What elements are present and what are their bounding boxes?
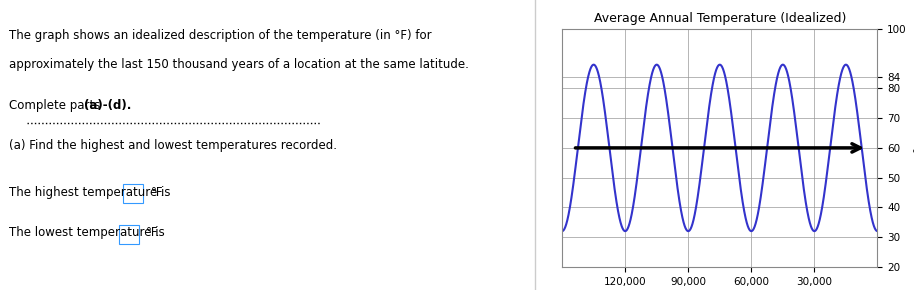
Text: Complete parts: Complete parts: [9, 99, 104, 112]
Text: °F.: °F.: [146, 226, 161, 239]
Text: (a) Find the highest and lowest temperatures recorded.: (a) Find the highest and lowest temperat…: [9, 139, 337, 152]
Text: The graph shows an idealized description of the temperature (in °F) for: The graph shows an idealized description…: [9, 29, 431, 42]
Text: °F.: °F.: [151, 186, 165, 199]
Text: (a)-(d).: (a)-(d).: [84, 99, 132, 112]
Text: approximately the last 150 thousand years of a location at the same latitude.: approximately the last 150 thousand year…: [9, 58, 469, 71]
Title: Average Annual Temperature (Idealized): Average Annual Temperature (Idealized): [593, 12, 846, 25]
Text: The highest temperature is: The highest temperature is: [9, 186, 175, 199]
Text: The lowest temperature is: The lowest temperature is: [9, 226, 169, 239]
Y-axis label: °F: °F: [911, 148, 914, 161]
